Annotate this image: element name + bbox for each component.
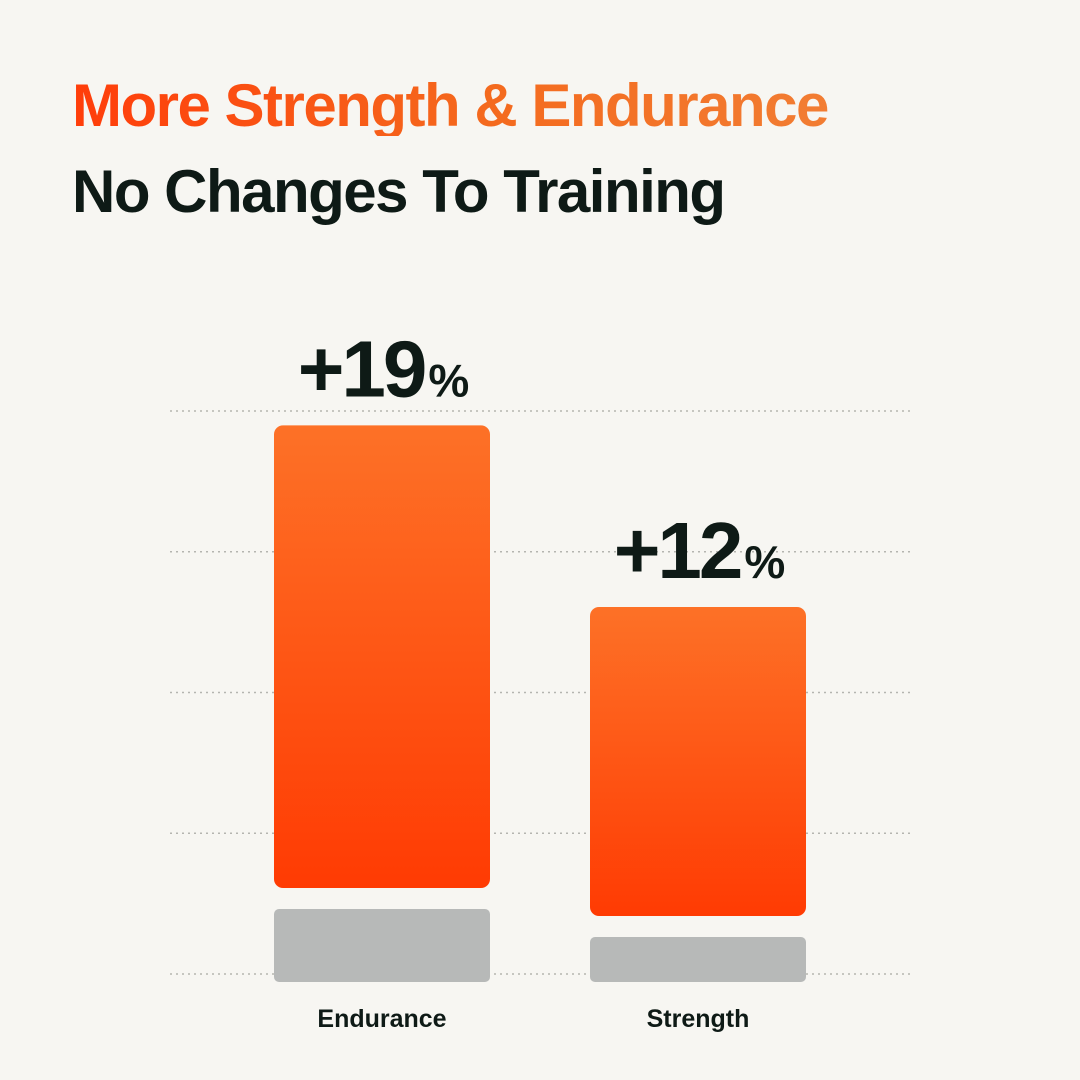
category-label-strength: Strength [647, 1005, 750, 1033]
value-label-strength: +12% [614, 506, 785, 595]
value-bar-strength [590, 607, 806, 916]
value-label-number: +19 [298, 324, 425, 413]
category-label-endurance: Endurance [317, 1005, 446, 1033]
value-bar-endurance [274, 425, 490, 888]
headline-line-2: No Changes To Training [72, 158, 726, 225]
value-label-unit: % [744, 536, 784, 588]
headline-line-1: More Strength & Endurance [72, 72, 829, 139]
baseline-bar-strength [590, 937, 806, 982]
value-label-unit: % [428, 354, 468, 406]
baseline-bar-endurance [274, 909, 490, 982]
value-label-endurance: +19% [298, 324, 469, 413]
value-label-number: +12 [614, 506, 741, 595]
